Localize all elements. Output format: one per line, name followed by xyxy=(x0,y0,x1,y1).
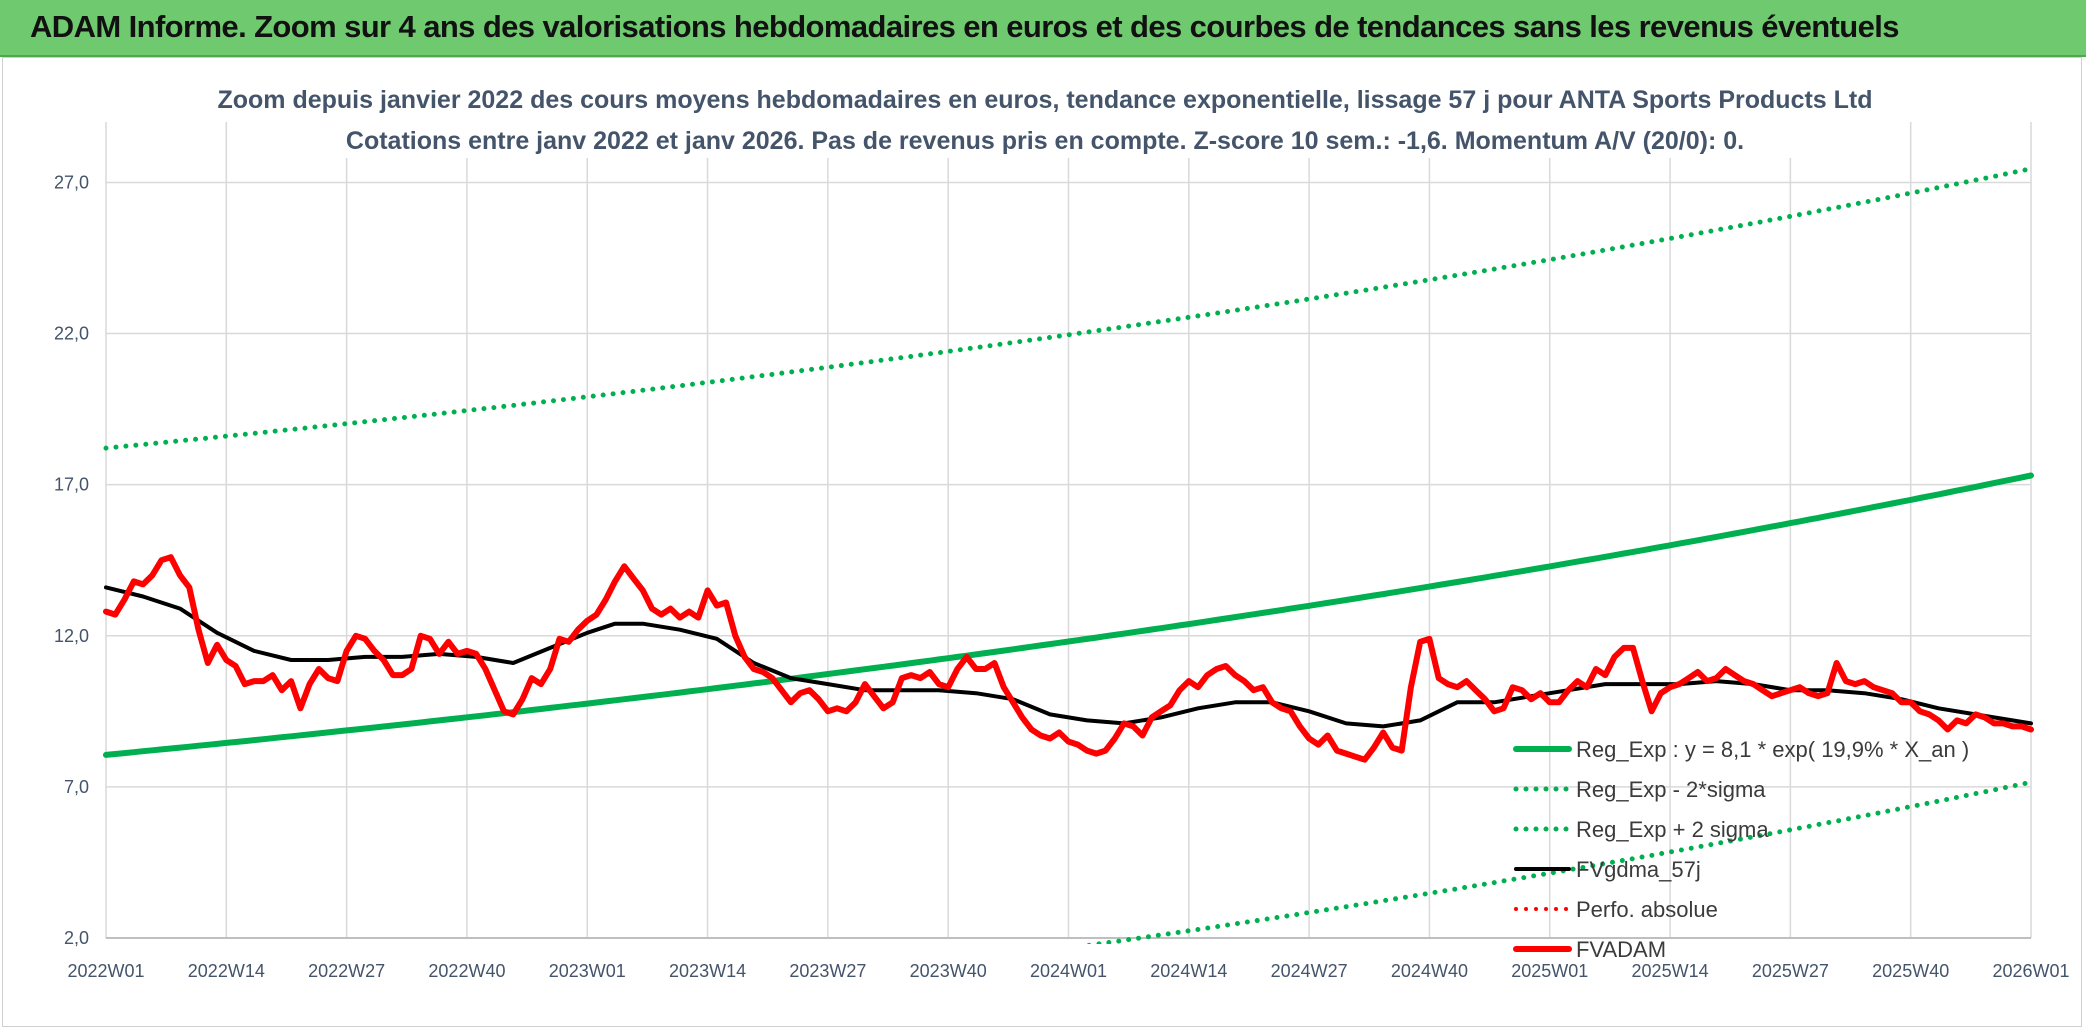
legend-fvgdma-57j: FVgdma_57j xyxy=(1514,857,1701,882)
x-tick-label: 2023W01 xyxy=(549,961,626,981)
x-tick-label: 2025W01 xyxy=(1511,961,1588,981)
series-fvgdma-57j xyxy=(104,585,2033,729)
x-tick-label: 2022W14 xyxy=(188,961,265,981)
x-tick-label: 2026W01 xyxy=(1992,961,2069,981)
legend-reg-exp-minus-2sigma: Reg_Exp - 2*sigma xyxy=(1513,777,1766,802)
y-axis-labels: 2,0 7,0 12,0 17,0 22,0 27,0 xyxy=(54,172,89,948)
x-tick-label: 2022W01 xyxy=(67,961,144,981)
x-tick-label: 2024W01 xyxy=(1030,961,1107,981)
x-tick-label: 2023W40 xyxy=(910,961,987,981)
report-banner: ADAM Informe. Zoom sur 4 ans des valoris… xyxy=(0,0,2086,57)
chart-frame: 2,0 7,0 12,0 17,0 22,0 27,0 2022W01 2022W14 202… xyxy=(2,57,2082,1027)
y-tick-label: 7,0 xyxy=(64,777,89,797)
x-tick-label: 2023W27 xyxy=(789,961,866,981)
report-banner-title: ADAM Informe. Zoom sur 4 ans des valoris… xyxy=(30,9,1900,44)
x-axis-labels: 2022W01 2022W14 2022W27 2022W40 2023W01 2023W… xyxy=(67,961,2069,981)
x-tick-label: 2024W14 xyxy=(1150,961,1227,981)
legend-reg-exp-label: Reg_Exp : y = 8,1 * exp( 19,9% * X_an ) xyxy=(1576,737,1969,762)
x-tick-label: 2025W27 xyxy=(1752,961,1829,981)
series-layer xyxy=(103,166,2034,944)
x-tick-label: 2025W40 xyxy=(1872,961,1949,981)
legend-reg-exp: Reg_Exp : y = 8,1 * exp( 19,9% * X_an ) xyxy=(1513,737,1969,762)
legend-perfo-absolue-label: Perfo. absolue xyxy=(1576,897,1718,922)
x-tick-label: 2024W40 xyxy=(1391,961,1468,981)
x-tick-label: 2023W14 xyxy=(669,961,746,981)
y-tick-label: 12,0 xyxy=(54,626,89,646)
legend-reg-exp-plus-2sigma-label: Reg_Exp + 2 sigma xyxy=(1576,817,1769,842)
chart-subtitle: Cotations entre janv 2022 et janv 2026. … xyxy=(346,127,1744,155)
chart-title: Zoom depuis janvier 2022 des cours moyen… xyxy=(217,86,1872,114)
legend-reg-exp-plus-2sigma: Reg_Exp + 2 sigma xyxy=(1513,817,1769,842)
legend-reg-exp-minus-2sigma-label: Reg_Exp - 2*sigma xyxy=(1576,777,1766,802)
x-tick-label: 2022W27 xyxy=(308,961,385,981)
chart-grid xyxy=(105,122,2032,939)
y-tick-label: 27,0 xyxy=(54,172,89,192)
series-fvadam xyxy=(103,554,2034,763)
y-tick-label: 22,0 xyxy=(54,324,89,344)
legend-fvadam: FVADAM xyxy=(1513,937,1666,962)
valuation-chart: 2,07,012,017,022,027,0 2022W01 2022W14 202… xyxy=(54,68,2070,981)
x-tick-label: 2024W27 xyxy=(1271,961,1348,981)
series-reg-exp-plus-2sigma xyxy=(103,166,2034,451)
series-reg-exp-minus-2sigma xyxy=(1081,779,2034,944)
legend-perfo-absolue: Perfo. absolue xyxy=(1514,897,1718,922)
y-tick-label: 2,0 xyxy=(64,928,89,948)
x-tick-label: 2025W14 xyxy=(1632,961,1709,981)
series-reg-exp xyxy=(103,472,2034,758)
y-tick-label: 17,0 xyxy=(54,475,89,495)
chart-legend: Reg_Exp : y = 8,1 * exp( 19,9% * X_an ) R… xyxy=(1513,737,1969,962)
legend-fvadam-label: FVADAM xyxy=(1576,937,1666,962)
legend-fvgdma-57j-label: FVgdma_57j xyxy=(1576,857,1701,882)
x-tick-label: 2022W40 xyxy=(428,961,505,981)
title-background xyxy=(268,68,1828,158)
